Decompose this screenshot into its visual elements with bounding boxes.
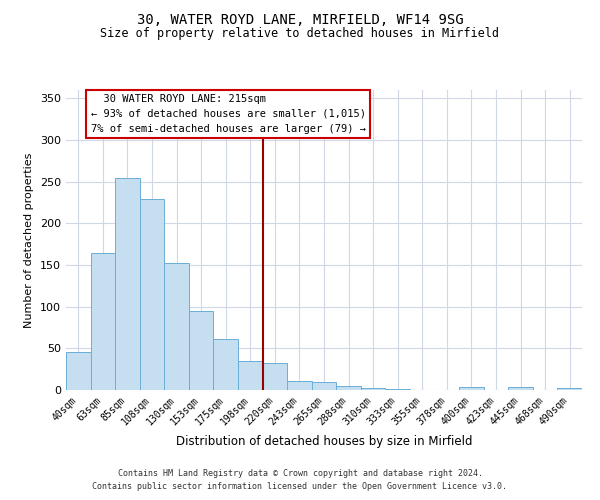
X-axis label: Distribution of detached houses by size in Mirfield: Distribution of detached houses by size … — [176, 435, 472, 448]
Bar — [238, 361, 263, 390]
Bar — [140, 199, 164, 390]
Bar — [557, 388, 582, 390]
Y-axis label: Number of detached properties: Number of detached properties — [25, 152, 34, 328]
Bar — [361, 388, 385, 390]
Bar — [336, 386, 361, 390]
Bar — [508, 386, 533, 390]
Text: 30 WATER ROYD LANE: 215sqm
← 93% of detached houses are smaller (1,015)
7% of se: 30 WATER ROYD LANE: 215sqm ← 93% of deta… — [91, 94, 365, 134]
Bar — [189, 311, 214, 390]
Text: Contains HM Land Registry data © Crown copyright and database right 2024.: Contains HM Land Registry data © Crown c… — [118, 468, 482, 477]
Bar — [214, 339, 238, 390]
Text: Contains public sector information licensed under the Open Government Licence v3: Contains public sector information licen… — [92, 482, 508, 491]
Bar — [263, 362, 287, 390]
Bar — [287, 381, 312, 390]
Bar — [312, 382, 336, 390]
Bar — [66, 352, 91, 390]
Bar — [91, 252, 115, 390]
Bar — [164, 264, 189, 390]
Bar — [115, 178, 140, 390]
Text: 30, WATER ROYD LANE, MIRFIELD, WF14 9SG: 30, WATER ROYD LANE, MIRFIELD, WF14 9SG — [137, 12, 463, 26]
Bar — [459, 386, 484, 390]
Text: Size of property relative to detached houses in Mirfield: Size of property relative to detached ho… — [101, 28, 499, 40]
Bar — [385, 389, 410, 390]
